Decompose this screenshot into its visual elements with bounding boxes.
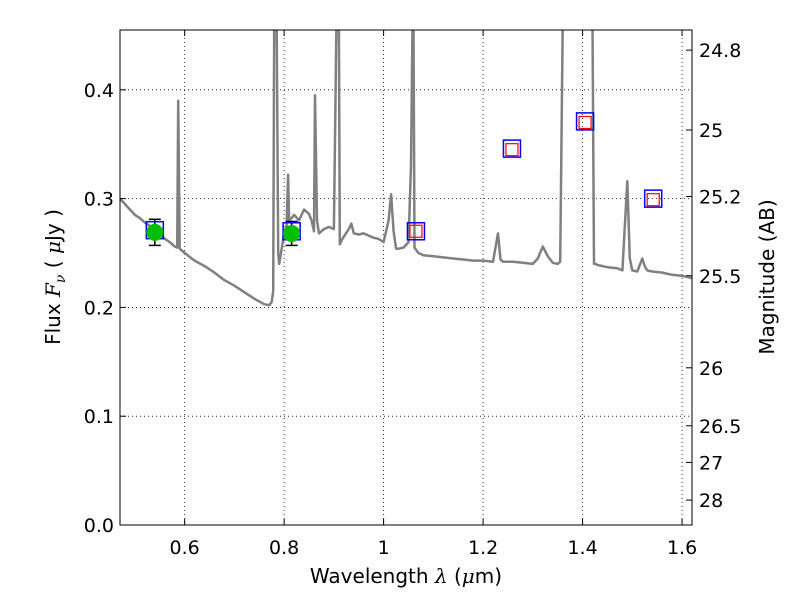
x-tick-labels: 0.6 0.8 1 1.2 1.4 1.6 [170, 537, 698, 559]
y-tick-labels: 0.0 0.1 0.2 0.3 0.4 [84, 80, 114, 537]
y2-tick-labels: 24.8 25 25.2 25.5 26 26.5 27 28 [699, 40, 741, 512]
y-axis-title: Flux Fν ( μJy ) [41, 209, 69, 345]
predicted-photometry-marker [646, 193, 660, 207]
model-spectrum-line [120, 30, 692, 307]
observed-photometry-marker [146, 223, 164, 241]
y2-tick-label: 25.2 [699, 186, 741, 208]
grid-lines [120, 30, 692, 526]
model-photometry-marker [643, 189, 663, 208]
x-axis-title: Wavelength λ (μm) [310, 564, 502, 588]
y2-axis-title: Magnitude (AB) [755, 199, 779, 354]
x-tick-label: 1.4 [567, 537, 597, 559]
y2-tick-label: 26 [699, 358, 723, 380]
y2-tick-label: 26.5 [699, 416, 741, 438]
marker-layer [145, 112, 663, 247]
observed-photometry-marker [283, 224, 301, 242]
x-tick-label: 1.2 [468, 537, 498, 559]
predicted-photometry-marker [409, 224, 423, 238]
y-tick-label: 0.3 [84, 189, 114, 211]
model-photometry-marker [575, 112, 595, 131]
x-tick-label: 0.6 [170, 537, 200, 559]
x-tick-label: 1 [378, 537, 390, 559]
y2-tick-label: 25.5 [699, 266, 741, 288]
model-photometry-marker [502, 139, 522, 158]
y-tick-label: 0.1 [84, 406, 114, 428]
spectrum-layer [120, 30, 692, 307]
x-tick-label: 1.6 [667, 537, 697, 559]
y2-tick-label: 25 [699, 120, 723, 142]
y2-tick-label: 24.8 [699, 40, 741, 62]
y-tick-label: 0.4 [84, 80, 114, 102]
model-photometry-marker [406, 222, 426, 241]
plot-frame [119, 29, 693, 526]
y-tick-label: 0.2 [84, 297, 114, 319]
predicted-photometry-marker [578, 115, 592, 130]
tick-marks [120, 30, 692, 526]
y2-tick-label: 27 [699, 452, 723, 474]
predicted-photometry-marker [505, 143, 519, 157]
y-tick-label: 0.0 [84, 515, 114, 537]
x-tick-label: 0.8 [269, 537, 299, 559]
y2-tick-label: 28 [699, 490, 723, 512]
